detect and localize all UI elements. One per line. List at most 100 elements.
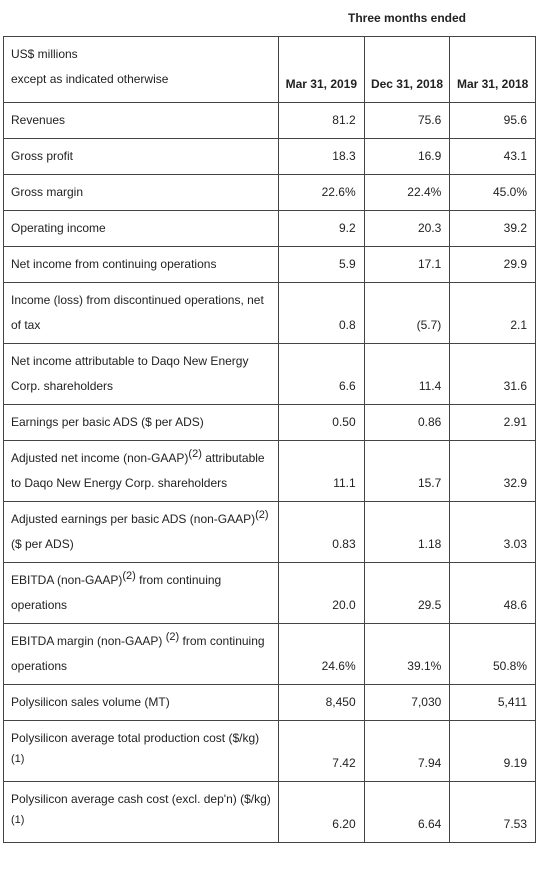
row-label: Adjusted earnings per basic ADS (non-GAA… xyxy=(3,501,279,563)
table-row: Revenues 81.2 75.6 95.6 xyxy=(3,102,536,139)
value-cell: 9.19 xyxy=(449,720,536,782)
header-row: US$ millions except as indicated otherwi… xyxy=(3,36,536,103)
value-cell: 7,030 xyxy=(363,684,451,721)
table-row: Operating income 9.2 20.3 39.2 xyxy=(3,210,536,247)
row-label: Gross margin xyxy=(3,174,279,211)
footnote-marker: (2) xyxy=(255,509,269,521)
value-cell: 20.3 xyxy=(363,210,451,247)
table-row: Net income attributable to Daqo New Ener… xyxy=(3,343,536,405)
label-text: Adjusted net income (non-GAAP) xyxy=(11,451,189,465)
value-cell: 6.20 xyxy=(278,781,365,843)
table-row: EBITDA (non-GAAP)(2) from continuing ope… xyxy=(3,562,536,624)
label-text: Revenues xyxy=(11,113,66,127)
table-row: Adjusted earnings per basic ADS (non-GAA… xyxy=(3,501,536,563)
footnote-marker: (1) xyxy=(11,814,25,826)
value-cell: 0.86 xyxy=(363,404,451,441)
value-cell: 20.0 xyxy=(278,562,365,624)
label-text: attributable to Daqo New Energy Corp. sh… xyxy=(11,451,265,490)
value-cell: 11.1 xyxy=(278,440,365,502)
row-label: Net income attributable to Daqo New Ener… xyxy=(3,343,279,405)
column-header: Mar 31, 2019 xyxy=(278,36,365,103)
row-label: EBITDA margin (non-GAAP) (2) from contin… xyxy=(3,623,279,685)
value-cell: 43.1 xyxy=(449,138,536,175)
row-label: Income (loss) from discontinued operatio… xyxy=(3,282,279,344)
value-cell: 50.8% xyxy=(449,623,536,685)
row-label: Adjusted net income (non-GAAP)(2) attrib… xyxy=(3,440,279,502)
table-row: Polysilicon average total production cos… xyxy=(3,720,536,782)
label-text: Income (loss) from discontinued operatio… xyxy=(11,293,264,332)
label-text: Polysilicon average cash cost (excl. dep… xyxy=(11,792,271,806)
table-row: Polysilicon average cash cost (excl. dep… xyxy=(3,781,536,843)
footnote-marker: (1) xyxy=(11,753,25,765)
table-row: Gross margin 22.6% 22.4% 45.0% xyxy=(3,174,536,211)
value-cell: 1.18 xyxy=(363,501,451,563)
label-text: Polysilicon average total production cos… xyxy=(11,731,260,745)
value-cell: 0.83 xyxy=(278,501,365,563)
row-label: EBITDA (non-GAAP)(2) from continuing ope… xyxy=(3,562,279,624)
value-cell: 5,411 xyxy=(449,684,536,721)
value-cell: 39.2 xyxy=(449,210,536,247)
table-row: Adjusted net income (non-GAAP)(2) attrib… xyxy=(3,440,536,502)
value-cell: 48.6 xyxy=(449,562,536,624)
unit-cell: US$ millions except as indicated otherwi… xyxy=(3,36,279,103)
table-row: EBITDA margin (non-GAAP) (2) from contin… xyxy=(3,623,536,685)
row-label: Polysilicon average cash cost (excl. dep… xyxy=(3,781,279,843)
value-cell: 9.2 xyxy=(278,210,365,247)
value-cell: 15.7 xyxy=(363,440,451,502)
value-cell: 29.9 xyxy=(449,246,536,283)
value-cell: (5.7) xyxy=(363,282,451,344)
value-cell: 18.3 xyxy=(278,138,365,175)
label-text: Gross profit xyxy=(11,149,74,163)
value-cell: 32.9 xyxy=(449,440,536,502)
value-cell: 31.6 xyxy=(449,343,536,405)
label-text: Net income attributable to Daqo New Ener… xyxy=(11,354,249,393)
label-text: Operating income xyxy=(11,221,106,235)
table-row: Gross profit 18.3 16.9 43.1 xyxy=(3,138,536,175)
row-label: Net income from continuing operations xyxy=(3,246,279,283)
footnote-marker: (2) xyxy=(122,570,136,582)
period-title: Three months ended xyxy=(347,11,466,25)
value-cell: 2.1 xyxy=(449,282,536,344)
blank-cell xyxy=(4,8,279,37)
footnote-marker: (2) xyxy=(165,631,180,643)
label-text: Adjusted earnings per basic ADS (non-GAA… xyxy=(11,512,256,526)
row-label: Gross profit xyxy=(3,138,279,175)
value-cell: 7.53 xyxy=(449,781,536,843)
value-cell: 22.4% xyxy=(363,174,451,211)
value-cell: 75.6 xyxy=(363,102,451,139)
value-cell: 7.42 xyxy=(278,720,365,782)
row-label: Polysilicon sales volume (MT) xyxy=(3,684,279,721)
label-text: from continuing operations xyxy=(11,573,222,612)
value-cell: 29.5 xyxy=(363,562,451,624)
label-text: Net income from continuing operations xyxy=(11,257,217,271)
footnote-marker: (2) xyxy=(188,448,202,460)
value-cell: 6.6 xyxy=(278,343,365,405)
unit-line: except as indicated otherwise xyxy=(11,72,169,86)
table-row: Income (loss) from discontinued operatio… xyxy=(3,282,536,344)
label-text: EBITDA (non-GAAP) xyxy=(11,573,123,587)
unit-line: US$ millions xyxy=(11,47,78,61)
label-text: Earnings per basic ADS ($ per ADS) xyxy=(11,415,204,429)
value-cell: 2.91 xyxy=(449,404,536,441)
row-label: Revenues xyxy=(3,102,279,139)
table-row: Net income from continuing operations 5.9… xyxy=(3,246,536,283)
value-cell: 11.4 xyxy=(363,343,451,405)
value-cell: 8,450 xyxy=(278,684,365,721)
table-row: Earnings per basic ADS ($ per ADS) 0.50 0.… xyxy=(3,404,536,441)
value-cell: 17.1 xyxy=(363,246,451,283)
label-text: Gross margin xyxy=(11,185,84,199)
column-header: Dec 31, 2018 xyxy=(363,36,451,103)
value-cell: 6.64 xyxy=(363,781,451,843)
value-cell: 22.6% xyxy=(278,174,365,211)
label-text: ($ per ADS) xyxy=(11,537,74,551)
value-cell: 95.6 xyxy=(449,102,536,139)
value-cell: 45.0% xyxy=(449,174,536,211)
table-row: Polysilicon sales volume (MT) 8,450 7,030 5… xyxy=(3,684,536,721)
period-row: Three months ended xyxy=(4,8,536,37)
financial-table: Three months ended US$ millions except a… xyxy=(3,8,536,843)
label-text: EBITDA margin (non-GAAP) xyxy=(11,634,166,648)
value-cell: 81.2 xyxy=(278,102,365,139)
label-text: Polysilicon sales volume (MT) xyxy=(11,695,170,709)
row-label: Polysilicon average total production cos… xyxy=(3,720,279,782)
value-cell: 24.6% xyxy=(278,623,365,685)
